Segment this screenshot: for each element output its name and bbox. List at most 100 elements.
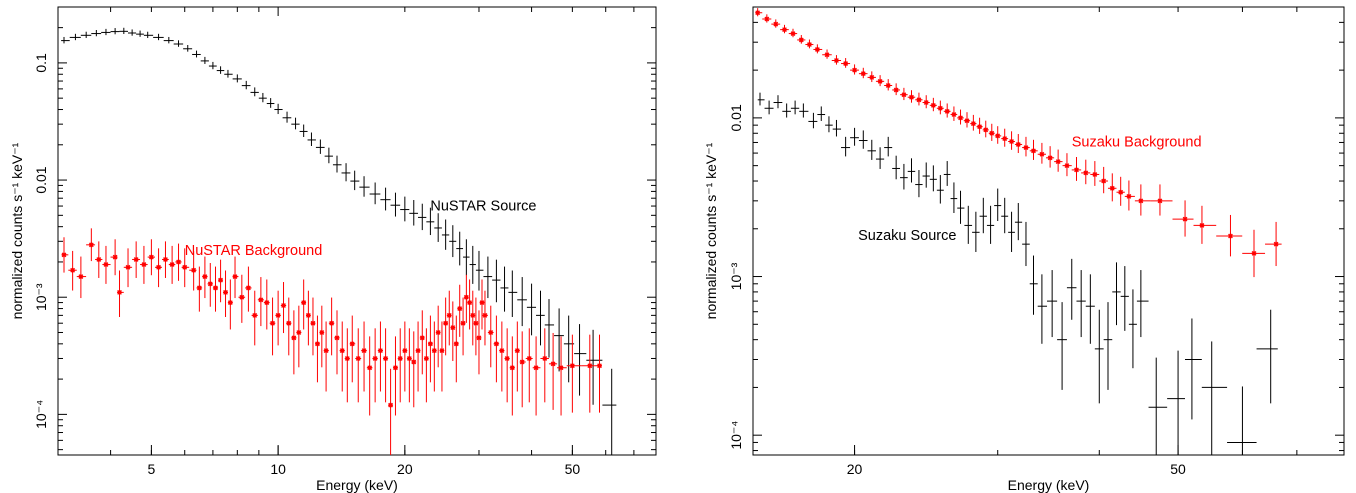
data-point (415, 321, 421, 392)
data-point (426, 207, 435, 236)
star-marker (70, 267, 76, 273)
y-tick-label: 10⁻⁴ (33, 400, 49, 429)
data-point (907, 90, 916, 103)
star-marker (305, 312, 311, 318)
star-marker (463, 294, 469, 300)
data-point (469, 245, 476, 284)
star-marker (315, 341, 320, 347)
data-point (419, 310, 425, 375)
star-marker (542, 356, 548, 361)
data-point (69, 33, 81, 41)
data-point (1116, 176, 1125, 206)
series-0 (61, 27, 617, 455)
data-point (1172, 200, 1194, 237)
star-marker (378, 348, 383, 354)
star-marker (923, 100, 929, 105)
data-point (101, 28, 111, 36)
star-marker (798, 37, 804, 43)
star-marker (901, 92, 907, 98)
data-point (275, 290, 281, 346)
data-point (858, 67, 868, 79)
data-point (154, 248, 163, 288)
star-marker (103, 262, 109, 267)
data-point (163, 36, 174, 44)
data-point (548, 332, 558, 410)
data-point (355, 328, 362, 403)
data-point (1134, 184, 1151, 216)
data-point (813, 44, 823, 54)
star-marker (1157, 198, 1163, 204)
data-point (532, 336, 541, 416)
data-point (799, 103, 809, 118)
data-point (499, 321, 505, 392)
star-marker (860, 71, 866, 77)
data-point (476, 310, 482, 375)
data-point (988, 123, 995, 141)
data-point (76, 256, 87, 299)
data-point (544, 299, 555, 358)
star-marker (450, 325, 456, 331)
data-point (1112, 262, 1121, 326)
star-marker (1251, 250, 1257, 256)
data-point (475, 250, 484, 291)
data-point (922, 162, 930, 188)
data-point (1167, 350, 1185, 455)
data-point (196, 266, 203, 312)
data-point (509, 336, 515, 416)
star-marker (1047, 155, 1053, 161)
data-point (1150, 184, 1173, 216)
data-point (372, 328, 378, 403)
data-point (1090, 161, 1100, 186)
data-point (1099, 166, 1108, 194)
data-point (788, 28, 798, 38)
data-point (123, 248, 133, 288)
star-marker (1064, 163, 1070, 169)
data-point (1037, 142, 1047, 164)
data-point (850, 127, 859, 146)
data-point (773, 95, 783, 109)
star-marker (329, 320, 335, 326)
data-point (263, 279, 270, 330)
star-marker (597, 363, 602, 369)
data-point (574, 324, 587, 396)
x-axis-title: Energy (keV) (316, 477, 398, 493)
star-marker (78, 274, 84, 279)
data-point (817, 106, 826, 121)
data-point (86, 228, 96, 262)
star-marker (431, 348, 437, 354)
data-point (319, 305, 325, 368)
data-point (1037, 274, 1048, 344)
data-point (132, 241, 141, 278)
star-marker (372, 356, 378, 361)
data-point (892, 155, 901, 180)
data-point (223, 270, 228, 317)
data-point (280, 282, 287, 334)
star-marker (1083, 170, 1089, 176)
data-point (299, 124, 308, 138)
data-point (858, 130, 868, 149)
star-marker (388, 402, 393, 408)
data-point (780, 24, 789, 34)
data-point (482, 290, 488, 346)
data-point (305, 290, 311, 346)
star-marker (1118, 189, 1124, 195)
star-marker (323, 348, 329, 354)
data-point (519, 331, 526, 408)
data-point (970, 114, 977, 131)
data-point (922, 95, 930, 109)
data-point (324, 147, 333, 164)
data-point (1046, 146, 1055, 168)
data-point (805, 39, 814, 49)
x-tick-label: 20 (397, 461, 413, 477)
data-point (95, 241, 103, 278)
star-marker (824, 52, 830, 58)
star-marker (182, 264, 188, 270)
data-point (296, 305, 302, 368)
star-marker (435, 330, 441, 335)
star-marker (339, 348, 345, 354)
star-marker (1092, 172, 1098, 177)
data-point (446, 290, 452, 346)
data-point (388, 368, 394, 455)
data-point (341, 163, 351, 182)
data-point (427, 315, 433, 383)
